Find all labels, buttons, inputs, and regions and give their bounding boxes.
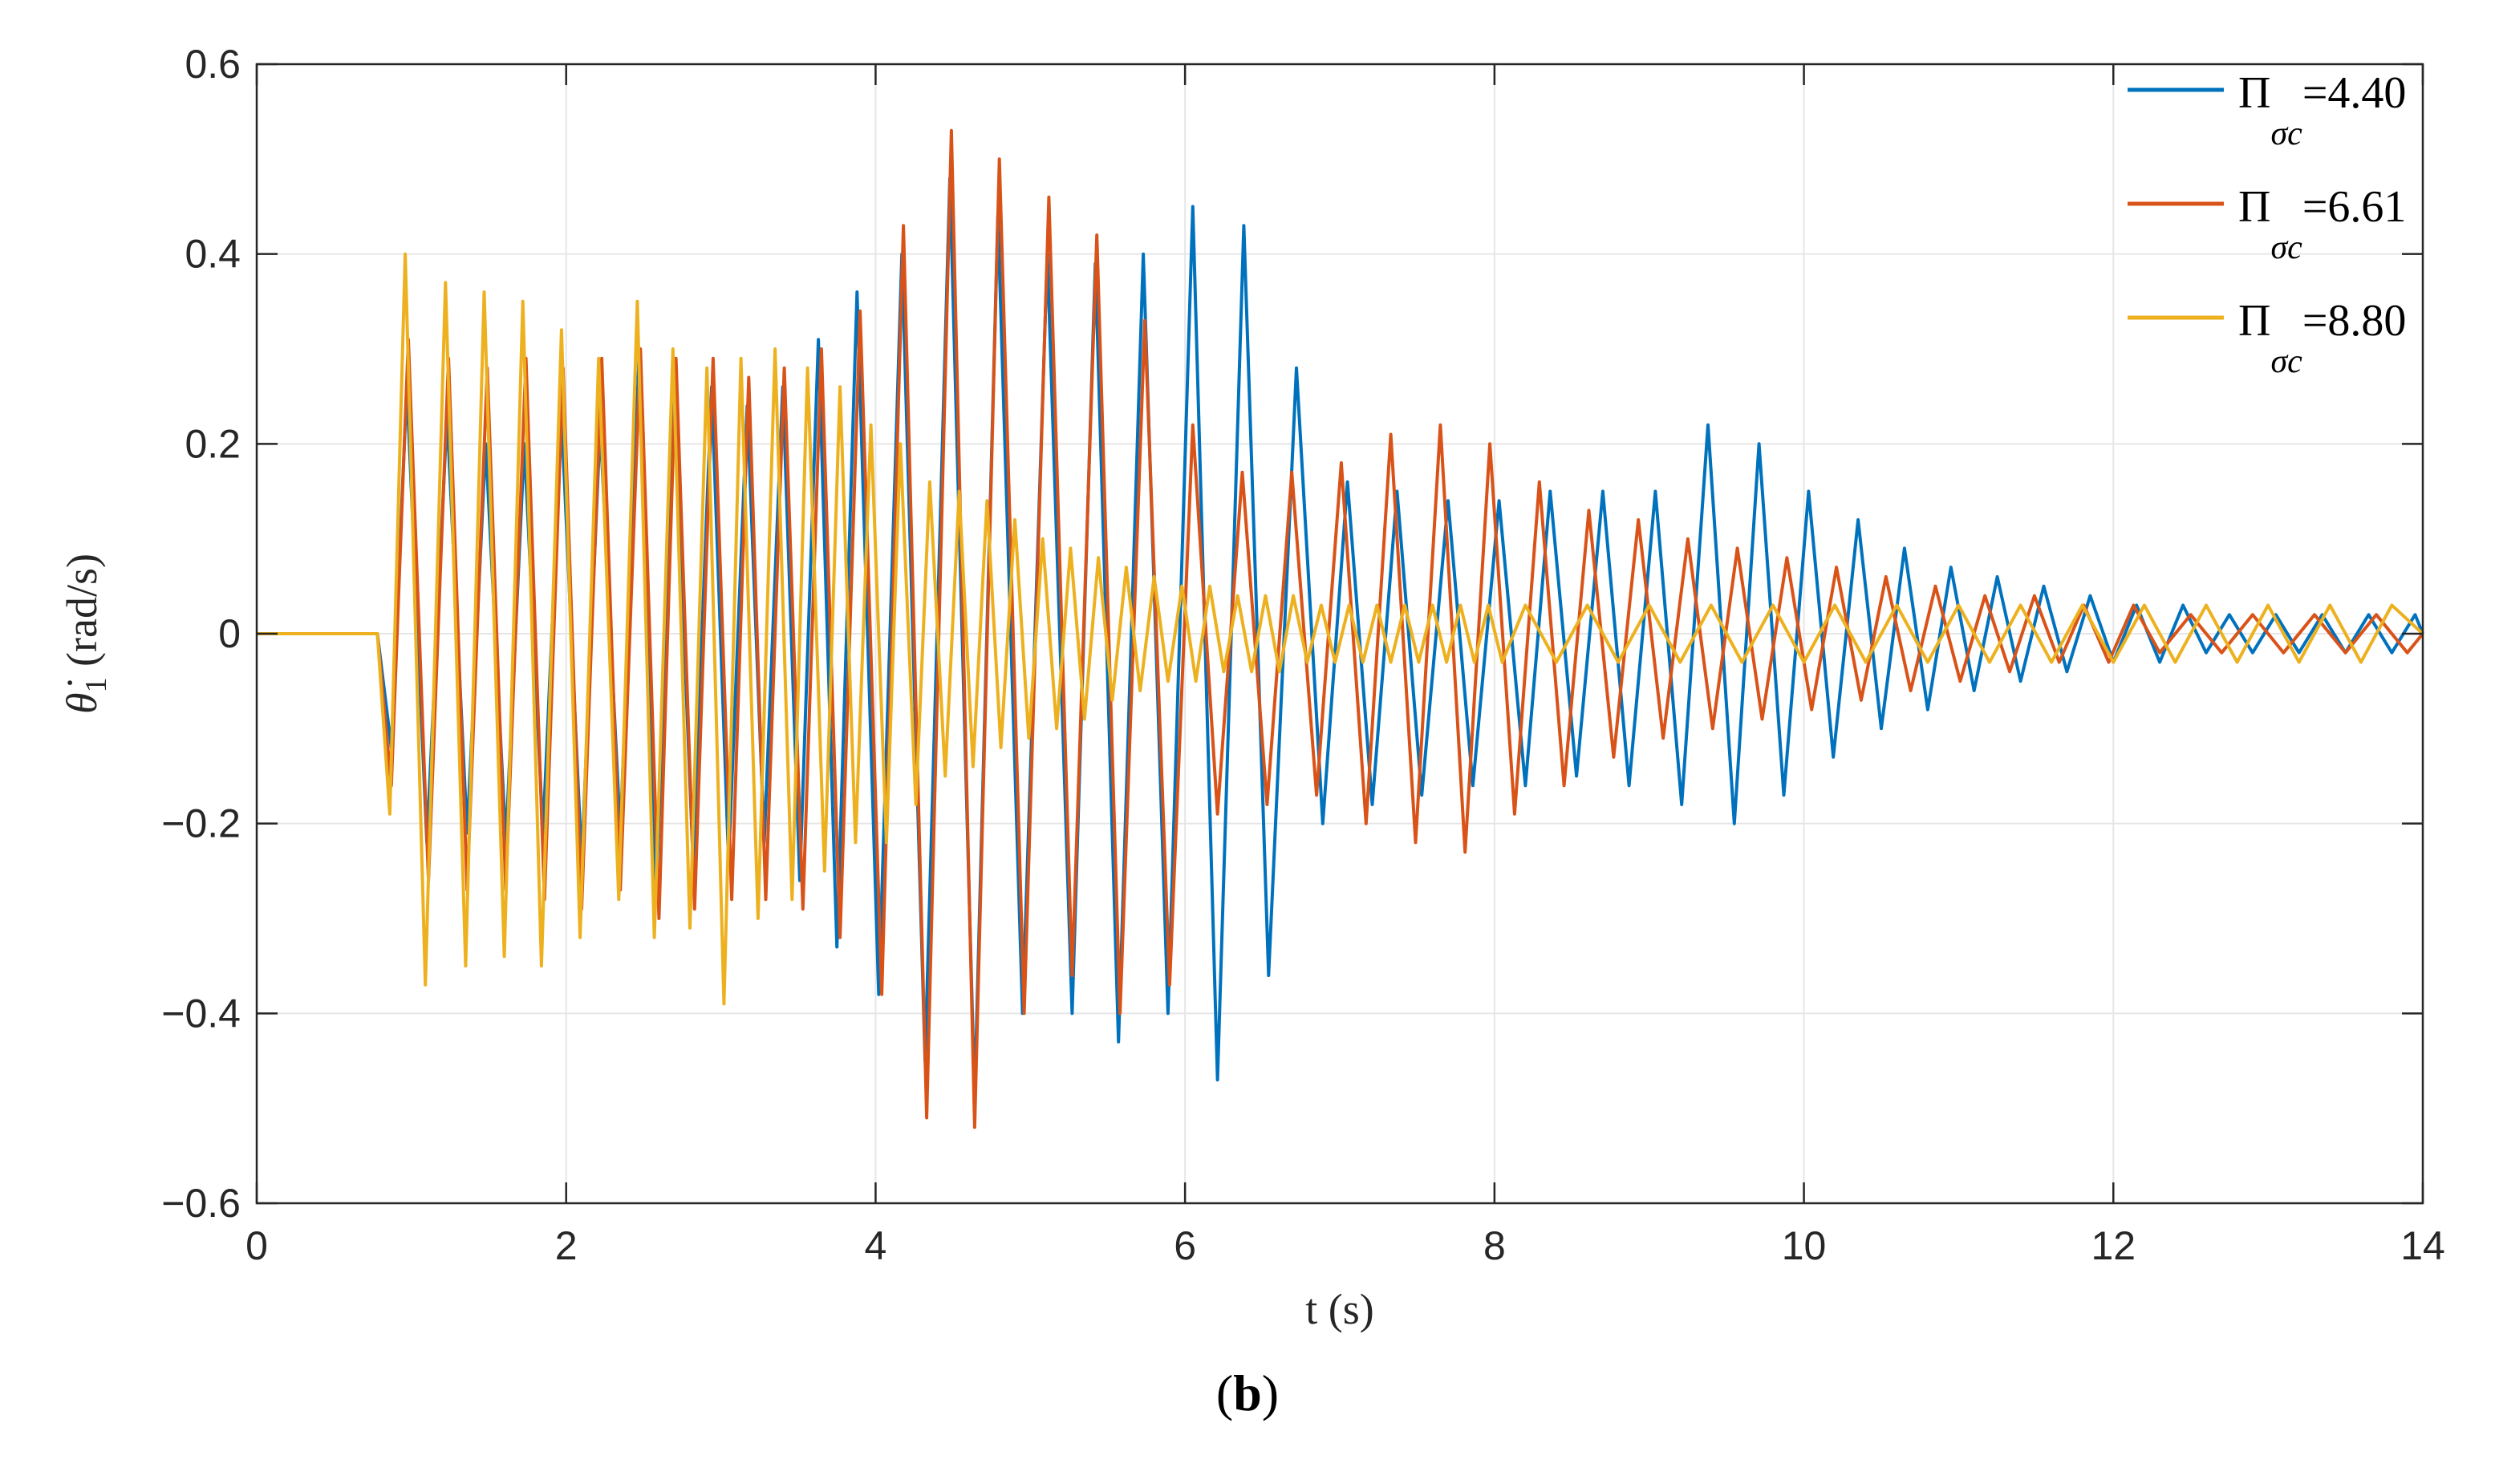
- x-tick-label: 14: [2400, 1223, 2445, 1268]
- x-tick-label: 2: [555, 1223, 578, 1268]
- y-tick-label: 0: [218, 611, 241, 656]
- legend: Πσc=4.40 Πσc=6.61 Πσc=8.80: [2128, 68, 2406, 380]
- y-axis-label-unit: (rad/s): [58, 553, 106, 667]
- legend-entry: Πσc=6.61: [2128, 182, 2406, 266]
- y-tick-label: −0.6: [161, 1181, 241, 1226]
- y-axis-label: θ̇1 (rad/s): [58, 553, 113, 714]
- y-tick-label: −0.4: [161, 991, 241, 1036]
- x-tick-label: 4: [865, 1223, 887, 1268]
- legend-label: Πσc=4.40: [2238, 68, 2406, 152]
- x-tick-label: 0: [245, 1223, 268, 1268]
- series-line-3: [257, 252, 2424, 1006]
- y-tick-label: 0.6: [185, 42, 241, 87]
- plot-series: [257, 128, 2424, 1129]
- legend-label: Πσc=6.61: [2238, 182, 2406, 266]
- x-tick-label: 8: [1483, 1223, 1506, 1268]
- legend-entry: Πσc=4.40: [2128, 68, 2406, 152]
- y-axis-label-subscript: 1: [79, 677, 113, 692]
- axis-ticks: 0 2 4 6 8 10 12 14 −0.6 −0.4 −0.2 0 0.2 0.4 0.6: [161, 42, 2445, 1268]
- x-tick-label: 12: [2091, 1223, 2136, 1268]
- caption-letter: b: [1233, 1364, 1262, 1421]
- svg-text:θ̇1 (rad/s): θ̇1 (rad/s): [58, 553, 113, 714]
- x-axis-label: t (s): [1305, 1285, 1373, 1333]
- figure-caption: (b): [1215, 1364, 1280, 1421]
- x-tick-label: 6: [1174, 1223, 1196, 1268]
- series-line-2: [257, 128, 2424, 1129]
- y-tick-label: 0.2: [185, 421, 241, 466]
- legend-label: Πσc=8.80: [2238, 296, 2406, 380]
- y-tick-label: −0.2: [161, 801, 241, 846]
- y-tick-label: 0.4: [185, 232, 241, 277]
- x-tick-label: 10: [1782, 1223, 1827, 1268]
- legend-entry: Πσc=8.80: [2128, 296, 2406, 380]
